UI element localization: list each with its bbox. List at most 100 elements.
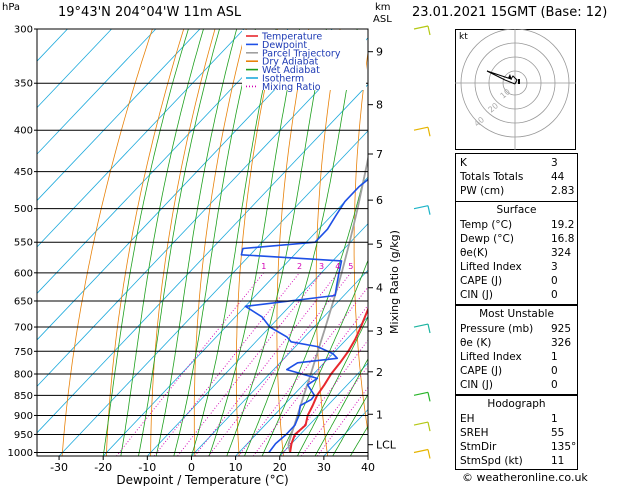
pressure-tick-label: 950 (14, 430, 33, 441)
mixing-ratio-line (300, 365, 368, 456)
index-row-totals: Totals Totals 44 (456, 171, 577, 185)
index-row-pw: PW (cm) 2.83 (456, 185, 577, 199)
mixing-ratio-label: 2 (297, 262, 302, 271)
surface-row: CAPE (J) 0 (456, 275, 577, 289)
hodo-label: EH (460, 413, 475, 425)
wet-adiabat-line (138, 29, 220, 456)
pressure-tick-label: 450 (14, 167, 33, 178)
mu-row: Pressure (mb) 925 (456, 323, 577, 337)
surface-title: Surface (496, 204, 537, 216)
wind-barb-flag (427, 449, 431, 459)
mixing-ratio-line (238, 286, 368, 456)
wind-barb-shaft (413, 323, 429, 328)
wet-adiabat-line (155, 29, 238, 456)
wet-adiabat-line (102, 29, 189, 456)
wind-barb-flag (427, 421, 431, 432)
wet-adiabat-line (279, 259, 368, 456)
surface-label: CAPE (J) (460, 275, 503, 287)
legend-label: Isotherm (262, 74, 304, 85)
x-tick-label: 20 (273, 461, 287, 474)
sounding-datetime: 23.01.2021 15GMT (Base: 12) (412, 5, 608, 20)
dry-adiabat-line (106, 29, 185, 456)
pressure-tick-label: 650 (14, 296, 33, 307)
mu-value: 326 (551, 337, 572, 349)
surface-label: Temp (°C) (460, 219, 513, 231)
hodo-label: StmDir (460, 441, 497, 453)
mu-label: Lifted Index (460, 351, 522, 363)
mu-row: θe (K) 326 (456, 337, 577, 351)
wet-adiabat-line (332, 393, 368, 456)
x-axis-title: Dewpoint / Temperature (°C) (116, 473, 288, 486)
wet-adiabat-line (191, 29, 277, 456)
plot-area (37, 29, 455, 456)
wind-barb-flag (427, 205, 431, 215)
isotherm-line (279, 362, 368, 456)
index-row-k: K 3 (456, 157, 577, 171)
wet-adiabat-line (173, 29, 256, 456)
x-tick-label: 40 (361, 461, 375, 474)
asl-unit-label: ASL (373, 14, 392, 25)
wet-adiabat-line (244, 29, 358, 456)
surface-label: Dewp (°C) (460, 233, 514, 245)
mu-value: 0 (551, 379, 558, 391)
mu-row: CAPE (J) 0 (456, 365, 577, 379)
legend-label: Dry Adiabat (262, 57, 319, 68)
mu-value: 925 (551, 323, 572, 335)
mixing-ratio-axis-title: Mixing Ratio (g/kg) (388, 230, 401, 334)
surface-label: θe(K) (460, 247, 488, 259)
pressure-tick-label: 700 (14, 323, 33, 334)
pressure-tick-label: 400 (14, 126, 33, 137)
wet-adiabat-line (261, 157, 368, 456)
hodo-row: StmDir 135° (456, 441, 577, 455)
station-location: 19°43'N 204°04'W 11m ASL (58, 5, 242, 20)
wet-adiabat-line (297, 315, 368, 456)
legend-label: Temperature (261, 32, 322, 43)
x-tick-label: -10 (138, 461, 156, 474)
mixing-ratio-label: 5 (348, 262, 353, 271)
dry-adiabat-line (61, 29, 153, 456)
mu-label: Pressure (mb) (460, 323, 534, 335)
mu-row: Lifted Index 1 (456, 351, 577, 365)
wet-adiabat-line (367, 455, 368, 456)
surface-value: 19.2 (551, 219, 575, 231)
hodo-value: 55 (551, 427, 565, 439)
temperature-line (289, 306, 368, 453)
km-tick-label: 1 (376, 408, 383, 421)
km-tick-label: 7 (376, 148, 383, 161)
x-tick-label: -30 (50, 461, 68, 474)
pressure-tick-label: 550 (14, 238, 33, 249)
isotherm-line (37, 29, 157, 155)
mixing-ratio-label: 3 (319, 262, 324, 271)
wind-barb-flag (427, 127, 431, 137)
surface-label: Lifted Index (460, 261, 522, 273)
wind-barb-flag (427, 392, 431, 402)
legend-label: Dewpoint (262, 40, 307, 51)
index-value: 3 (551, 157, 558, 169)
isotherm-line (412, 29, 455, 456)
mixing-ratio-line (252, 304, 368, 456)
wind-barb-shaft (413, 126, 429, 131)
hodo-value: 1 (551, 413, 558, 425)
pressure-tick-label: 600 (14, 268, 33, 279)
isotherm-line (37, 29, 112, 109)
mu-value: 0 (551, 365, 558, 377)
legend-label: Mixing Ratio (262, 82, 321, 93)
dry-adiabat-line (276, 29, 310, 456)
hodo-row: EH 1 (456, 413, 577, 427)
surface-value: 16.8 (551, 233, 575, 245)
wind-barb-shaft (413, 205, 429, 210)
skewt-chart: 3003504004505005506006507007508008509009… (8, 25, 455, 486)
mu-row: CIN (J) 0 (456, 379, 577, 393)
dry-adiabat-line (193, 29, 247, 456)
mixing-ratio-line (317, 386, 368, 456)
mu-value: 1 (551, 351, 558, 363)
pressure-tick-label: 850 (14, 391, 33, 402)
pressure-tick-label: 500 (14, 204, 33, 215)
wind-barb-shaft (413, 448, 429, 454)
indices-box: K 3 Totals Totals 44 PW (cm) 2.83 (455, 153, 578, 202)
hodo-row: SREH 55 (456, 427, 577, 441)
pressure-tick-label: 800 (14, 370, 33, 381)
surface-label: CIN (J) (460, 289, 493, 301)
x-tick-label: 30 (317, 461, 331, 474)
